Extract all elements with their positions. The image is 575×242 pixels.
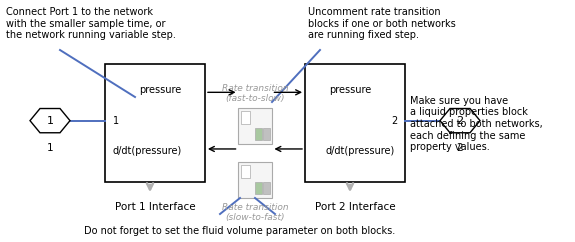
- Text: d/dt(pressure): d/dt(pressure): [112, 146, 182, 156]
- Bar: [239, 162, 271, 198]
- Text: Connect Port 1 to the network
with the smaller sample time, or
the network runni: Connect Port 1 to the network with the s…: [6, 7, 176, 40]
- Bar: [305, 64, 405, 182]
- Text: d/dt(pressure): d/dt(pressure): [325, 146, 394, 156]
- Text: 2: 2: [391, 116, 397, 126]
- Bar: [263, 128, 270, 140]
- Text: 1: 1: [113, 116, 119, 126]
- Text: Make sure you have
a liquid properties block
attached to both networks,
each def: Make sure you have a liquid properties b…: [410, 96, 543, 152]
- Text: 1: 1: [47, 116, 53, 126]
- Bar: [255, 182, 262, 194]
- Polygon shape: [440, 108, 480, 133]
- Text: pressure: pressure: [329, 85, 371, 95]
- Bar: [242, 111, 251, 124]
- Text: Rate transition
(slow-to-fast): Rate transition (slow-to-fast): [222, 203, 288, 222]
- Text: pressure: pressure: [139, 85, 181, 95]
- Bar: [255, 128, 262, 140]
- Text: Uncomment rate transition
blocks if one or both networks
are running fixed step.: Uncomment rate transition blocks if one …: [308, 7, 456, 40]
- Text: Port 1 Interface: Port 1 Interface: [114, 202, 196, 212]
- Bar: [239, 108, 271, 144]
- Bar: [242, 165, 251, 178]
- Polygon shape: [30, 108, 70, 133]
- Text: 2: 2: [457, 143, 463, 153]
- Text: 1: 1: [47, 143, 53, 153]
- Text: Rate transition
(fast-to-slow): Rate transition (fast-to-slow): [222, 83, 288, 103]
- Bar: [263, 182, 270, 194]
- Text: Do not forget to set the fluid volume parameter on both blocks.: Do not forget to set the fluid volume pa…: [85, 226, 396, 236]
- Bar: [105, 64, 205, 182]
- Text: 2: 2: [457, 116, 463, 126]
- Text: Port 2 Interface: Port 2 Interface: [315, 202, 396, 212]
